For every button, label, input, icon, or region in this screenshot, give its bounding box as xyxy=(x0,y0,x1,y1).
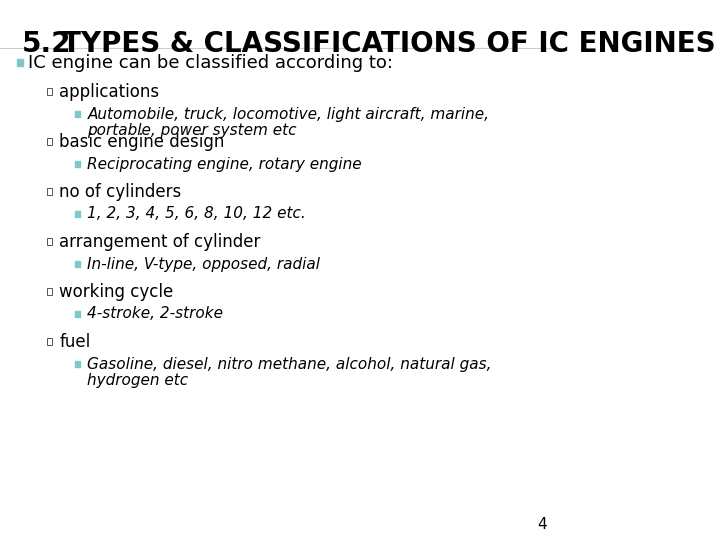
Text: fuel: fuel xyxy=(59,333,91,351)
Text: no of cylinders: no of cylinders xyxy=(59,183,181,201)
Bar xyxy=(75,361,80,367)
Text: applications: applications xyxy=(59,83,160,101)
Text: arrangement of cylinder: arrangement of cylinder xyxy=(59,233,261,251)
Text: portable, power system etc: portable, power system etc xyxy=(88,123,297,138)
Bar xyxy=(75,111,80,117)
Text: 4-stroke, 2-stroke: 4-stroke, 2-stroke xyxy=(88,307,223,321)
Text: 4: 4 xyxy=(537,517,546,532)
Text: IC engine can be classified according to:: IC engine can be classified according to… xyxy=(28,54,393,72)
Bar xyxy=(47,138,53,145)
Bar xyxy=(47,338,53,345)
Bar xyxy=(47,88,53,95)
Text: TYPES & CLASSIFICATIONS OF IC ENGINES: TYPES & CLASSIFICATIONS OF IC ENGINES xyxy=(63,30,716,58)
Text: hydrogen etc: hydrogen etc xyxy=(88,373,189,388)
Text: In-line, V-type, opposed, radial: In-line, V-type, opposed, radial xyxy=(88,256,320,272)
Bar xyxy=(75,311,80,317)
Bar xyxy=(47,238,53,245)
Text: working cycle: working cycle xyxy=(59,283,174,301)
Bar xyxy=(75,161,80,167)
Bar xyxy=(75,261,80,267)
Text: basic engine design: basic engine design xyxy=(59,133,225,151)
Text: Reciprocating engine, rotary engine: Reciprocating engine, rotary engine xyxy=(88,157,362,172)
Bar xyxy=(17,59,22,66)
Text: Automobile, truck, locomotive, light aircraft, marine,: Automobile, truck, locomotive, light air… xyxy=(88,106,490,122)
Bar xyxy=(75,211,80,217)
Text: 5.2: 5.2 xyxy=(22,30,71,58)
Text: Gasoline, diesel, nitro methane, alcohol, natural gas,: Gasoline, diesel, nitro methane, alcohol… xyxy=(88,356,492,372)
Text: 1, 2, 3, 4, 5, 6, 8, 10, 12 etc.: 1, 2, 3, 4, 5, 6, 8, 10, 12 etc. xyxy=(88,206,306,221)
Bar xyxy=(47,288,53,295)
Bar xyxy=(47,188,53,195)
